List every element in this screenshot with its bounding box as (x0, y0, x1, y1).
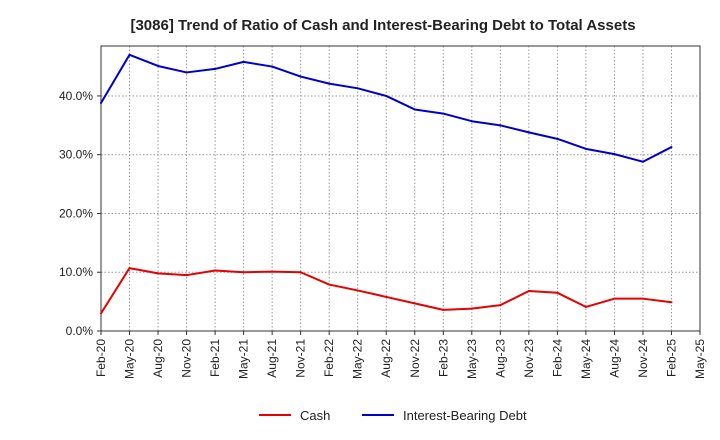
x-tick-label: Nov-23 (522, 339, 536, 378)
data-point-cash (613, 297, 616, 300)
x-tick-label: Feb-22 (322, 339, 336, 377)
data-point-interest-bearing-debt (527, 131, 530, 134)
legend-label: Interest-Bearing Debt (403, 408, 527, 423)
data-point-cash (584, 305, 587, 308)
data-point-cash (185, 274, 188, 277)
data-point-interest-bearing-debt (442, 112, 445, 115)
data-point-interest-bearing-debt (499, 124, 502, 127)
x-tick-label: May-20 (123, 339, 137, 379)
data-point-interest-bearing-debt (157, 64, 160, 67)
data-point-cash (328, 283, 331, 286)
data-point-cash (157, 272, 160, 275)
y-tick-label: 20.0% (59, 206, 93, 220)
x-tick-label: May-23 (465, 339, 479, 379)
data-point-interest-bearing-debt (641, 160, 644, 163)
data-point-cash (242, 271, 245, 274)
x-tick-label: Aug-22 (379, 339, 393, 378)
data-point-cash (556, 291, 559, 294)
data-point-interest-bearing-debt (670, 146, 673, 149)
data-point-interest-bearing-debt (214, 67, 217, 70)
x-tick-label: May-21 (237, 339, 251, 379)
data-point-interest-bearing-debt (128, 53, 131, 56)
x-tick-label: Aug-21 (265, 339, 279, 378)
x-tick-label: Aug-23 (493, 339, 507, 378)
data-point-interest-bearing-debt (584, 147, 587, 150)
chart-title: [3086] Trend of Ratio of Cash and Intere… (130, 17, 635, 34)
x-tick-label: Aug-20 (151, 339, 165, 378)
y-tick-label: 0.0% (66, 324, 94, 338)
data-point-cash (413, 302, 416, 305)
x-tick-label: Feb-20 (94, 339, 108, 377)
x-tick-label: Nov-21 (294, 339, 308, 378)
data-point-interest-bearing-debt (299, 75, 302, 78)
plot-area (100, 45, 701, 332)
data-point-interest-bearing-debt (556, 137, 559, 140)
x-tick-label: Feb-24 (550, 339, 564, 377)
data-point-cash (271, 270, 274, 273)
data-point-cash (527, 290, 530, 293)
x-tick-label: Feb-25 (664, 339, 678, 377)
x-tick-label: May-25 (693, 339, 707, 379)
data-point-cash (100, 312, 102, 315)
x-tick-label: Feb-21 (208, 339, 222, 377)
data-point-interest-bearing-debt (613, 153, 616, 156)
x-tick-label: Nov-22 (408, 339, 422, 378)
x-tick-label: May-22 (351, 339, 365, 379)
data-point-interest-bearing-debt (470, 120, 473, 123)
data-point-interest-bearing-debt (356, 87, 359, 90)
data-point-cash (670, 301, 673, 304)
data-point-interest-bearing-debt (271, 65, 274, 68)
x-tick-label: Nov-24 (636, 339, 650, 378)
data-point-cash (299, 271, 302, 274)
data-point-interest-bearing-debt (328, 82, 331, 85)
data-point-interest-bearing-debt (385, 94, 388, 97)
x-axis-ticks: Feb-20 May-20 Aug-20 Nov-20 Feb-21 May-21 Aug-… (94, 331, 707, 379)
data-point-cash (499, 304, 502, 307)
data-point-cash (356, 289, 359, 292)
legend: Cash Interest-Bearing Debt (259, 408, 527, 423)
y-axis-ticks: 0.0% 10.0% 20.0% 30.0% 40.0% (59, 89, 101, 338)
x-tick-label: Nov-20 (180, 339, 194, 378)
x-tick-label: Feb-23 (436, 339, 450, 377)
series-lines (100, 53, 673, 315)
x-tick-label: Aug-24 (607, 339, 621, 378)
data-point-interest-bearing-debt (242, 60, 245, 63)
data-point-cash (470, 307, 473, 310)
x-tick-label: May-24 (579, 339, 593, 379)
data-point-interest-bearing-debt (185, 71, 188, 74)
grid (101, 46, 700, 331)
legend-label: Cash (300, 408, 330, 423)
y-tick-label: 40.0% (59, 89, 93, 103)
y-tick-label: 30.0% (59, 148, 93, 162)
data-point-interest-bearing-debt (413, 108, 416, 111)
data-point-cash (442, 308, 445, 311)
y-tick-label: 10.0% (59, 265, 93, 279)
data-point-cash (214, 269, 217, 272)
data-point-cash (385, 295, 388, 298)
data-point-cash (128, 267, 131, 270)
data-point-interest-bearing-debt (100, 102, 102, 104)
data-point-cash (641, 297, 644, 300)
